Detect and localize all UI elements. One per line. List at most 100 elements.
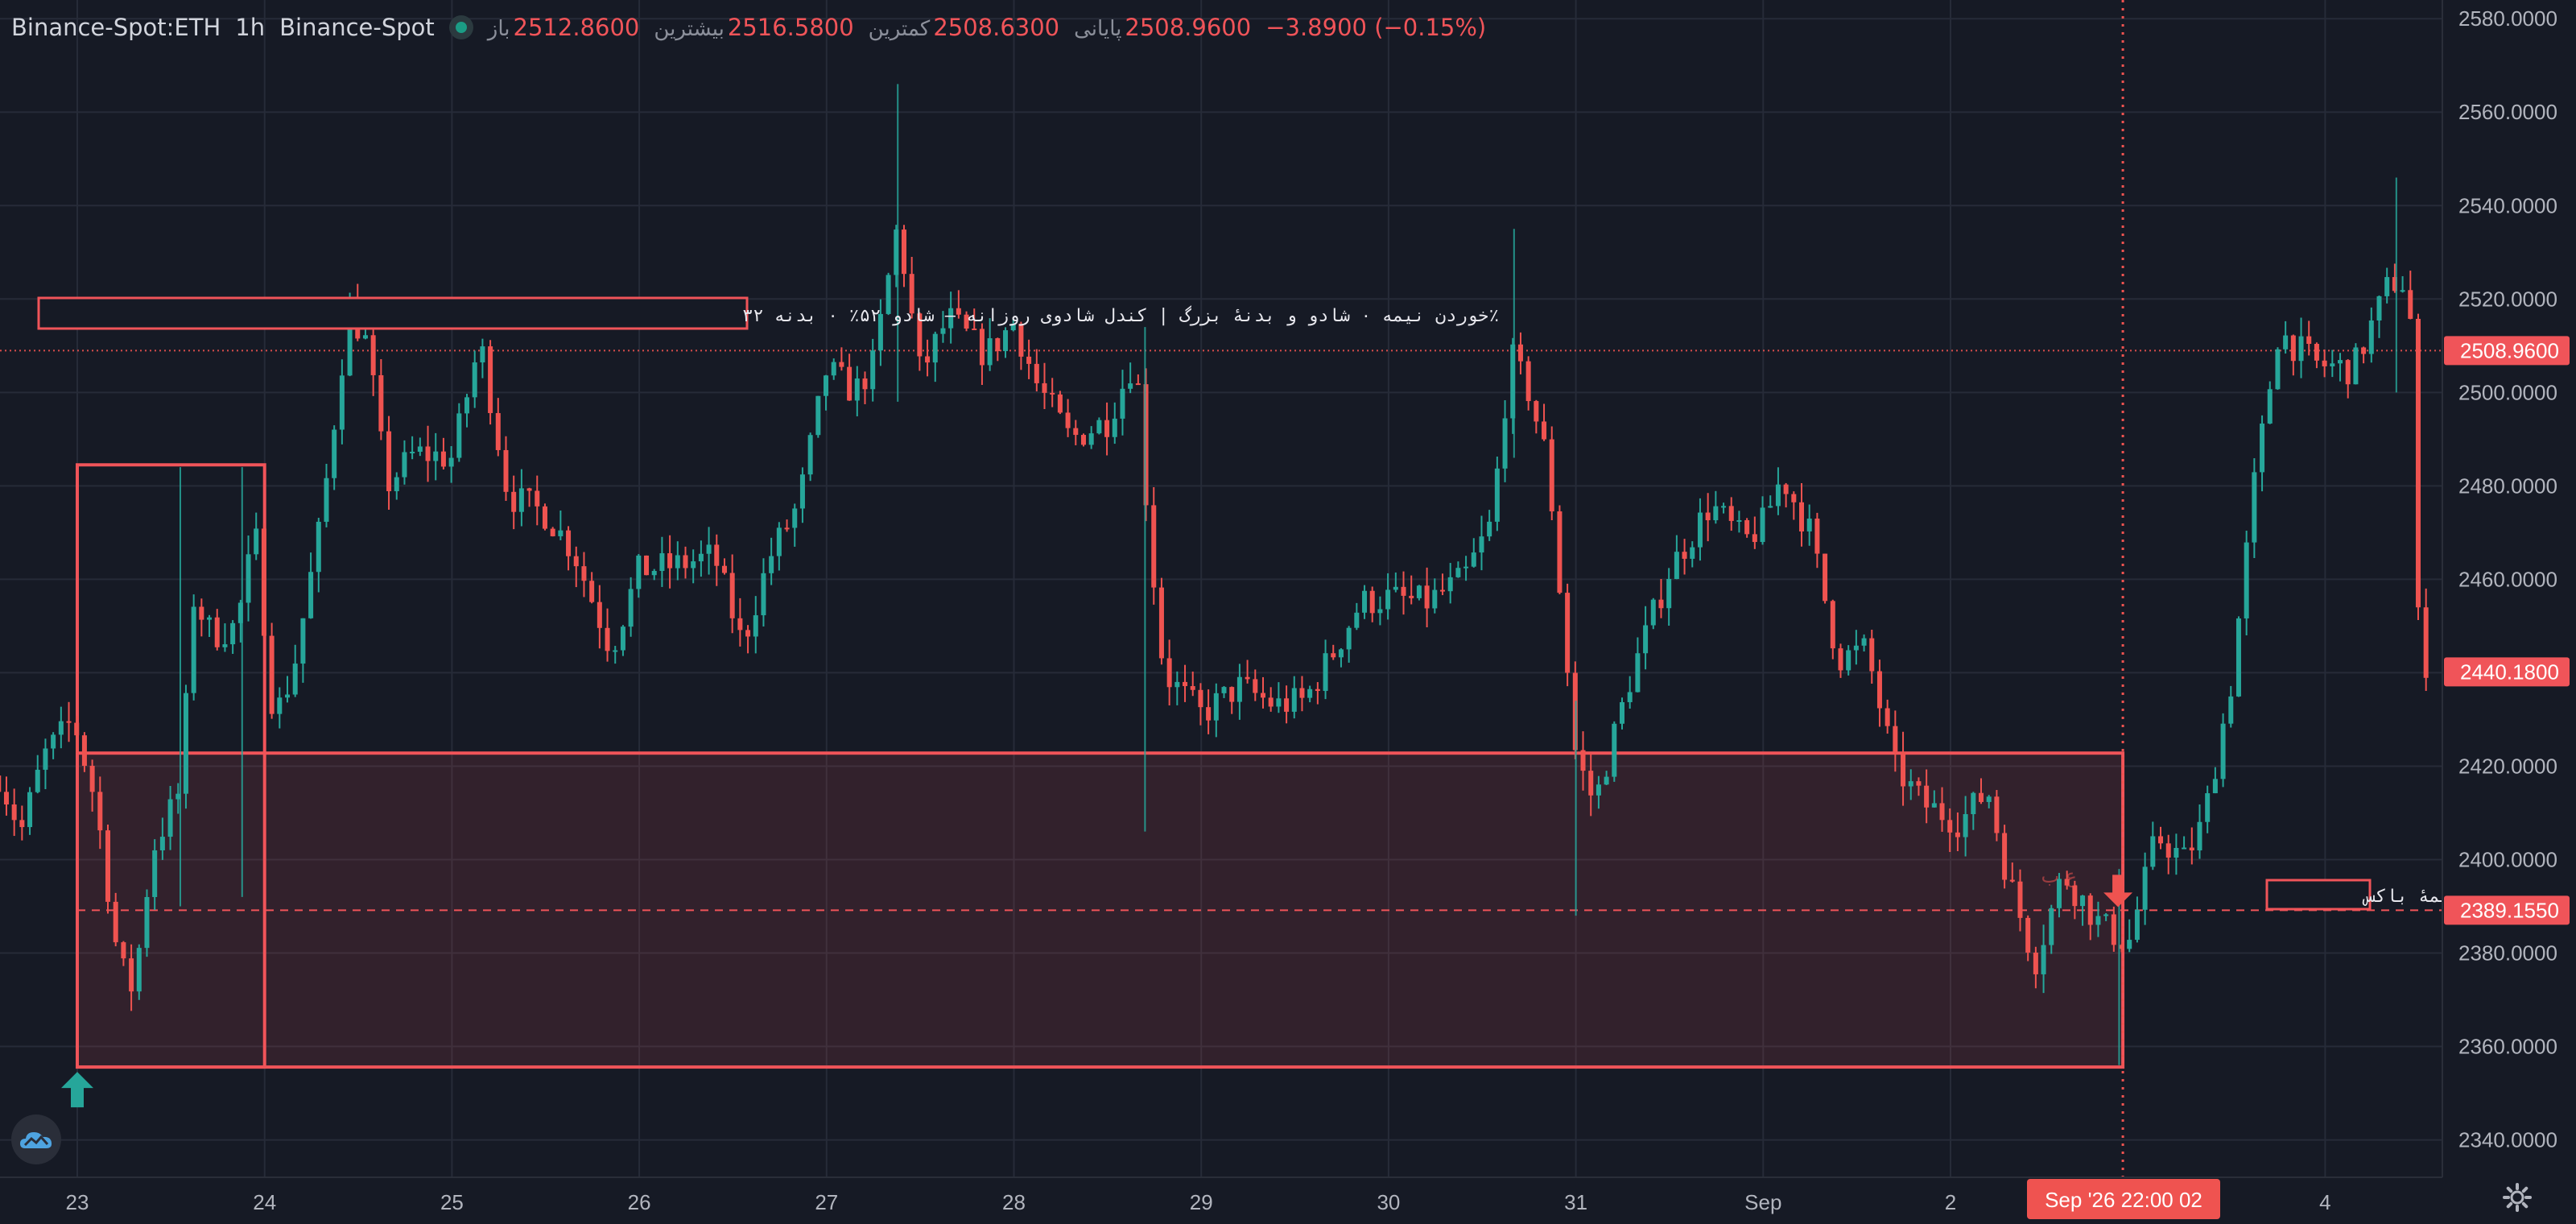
candle-body [2150, 836, 2156, 867]
candle-body [550, 528, 555, 536]
candle-body [2111, 914, 2116, 945]
candle-body [807, 435, 813, 475]
candle-body [175, 793, 181, 800]
candle-body [1791, 494, 1797, 502]
price-badge [2444, 336, 2570, 366]
candle-body [948, 308, 954, 329]
candle-body [2056, 879, 2062, 908]
candle-body [691, 561, 696, 569]
candle-body [1260, 693, 1265, 698]
time-tick-label: 23 [66, 1190, 89, 1214]
price-tick-label: 2360.0000 [2458, 1035, 2557, 1059]
ohlc-low: کمترین 2508.6300 [869, 14, 1059, 41]
candle-body [35, 769, 40, 792]
candle-body [1604, 776, 1609, 785]
candle-body [1650, 599, 1656, 626]
time-tick-label: Sep [1744, 1190, 1781, 1214]
candle-body [1721, 506, 1727, 508]
price-badge-label: 2389.1550 [2460, 898, 2559, 922]
candle-body [410, 451, 415, 453]
symbol-name[interactable]: Binance-Spot:ETH [11, 14, 221, 41]
candle-body [1838, 648, 1843, 671]
candle-body [254, 528, 259, 555]
candle-body [659, 553, 665, 571]
candle-body [2252, 472, 2257, 543]
candle-body [1112, 418, 1117, 437]
candle-body [2080, 895, 2086, 907]
candle-body [1627, 692, 1633, 702]
candle-body [2002, 833, 2008, 880]
candle-body [480, 346, 485, 363]
candle-body [995, 338, 1001, 352]
crosshair-time-box [2027, 1179, 2220, 1219]
candle-body [776, 527, 782, 556]
candle-body [105, 830, 111, 902]
ohlc-close: پایانی 2508.9600 [1074, 14, 1251, 41]
price-badge [2444, 657, 2570, 687]
candle-body [2220, 723, 2226, 779]
price-tick-label: 2560.0000 [2458, 100, 2557, 124]
candle-body [1798, 502, 1805, 531]
candle-body [1901, 751, 1906, 787]
candle-body [2158, 836, 2164, 844]
cloud-logo-icon[interactable] [11, 1114, 61, 1164]
candle-body [979, 329, 985, 366]
candle-body [1885, 708, 1890, 726]
mid-label-box [2265, 879, 2372, 911]
candle-body [1783, 484, 1789, 494]
candle-body [1104, 420, 1110, 437]
market-status-icon[interactable] [448, 15, 473, 39]
candle-body [2072, 885, 2078, 907]
candle-body [987, 338, 993, 366]
candle-body [1143, 384, 1149, 506]
candle-body [1135, 383, 1141, 386]
candle-body [1893, 726, 1898, 752]
candle-body [425, 446, 431, 461]
candle-body [370, 335, 376, 375]
candle-body [2260, 423, 2265, 473]
candle-body [877, 313, 883, 351]
symbol-header: Binance-Spot:ETH 1h Binance-Spot باز 251… [11, 11, 1486, 43]
candle-body [2142, 866, 2148, 910]
candle-body [1166, 658, 1172, 688]
candle-body [1447, 577, 1453, 592]
arrow-up-icon [61, 1072, 93, 1108]
candle-body [714, 544, 720, 566]
candle-body [1026, 356, 1032, 364]
candle-body [1393, 586, 1398, 590]
candle-body [324, 478, 329, 522]
candle-body [721, 565, 727, 573]
candle-body [1775, 484, 1781, 507]
price-tick-label: 2520.0000 [2458, 287, 2557, 311]
candle-body [1549, 439, 1554, 512]
price-axis[interactable] [2442, 0, 2576, 1224]
time-tick-label: 24 [253, 1190, 276, 1214]
candle-body [51, 734, 56, 749]
candle-body [862, 378, 868, 390]
candle-body [3, 792, 9, 804]
candle-body [129, 958, 134, 992]
candle-body [761, 573, 766, 616]
candle-body [1760, 507, 1765, 543]
gear-icon[interactable] [2502, 1182, 2533, 1213]
candle-body [1924, 785, 1930, 808]
candle-body [1080, 435, 1086, 445]
crosshair-time-label: Sep '26 22:00 02 [2027, 1179, 2220, 1219]
time-tick-label: 28 [1002, 1190, 1026, 1214]
interval-label[interactable]: 1h [235, 14, 266, 41]
candle-body [1674, 552, 1679, 579]
candle-body [1291, 688, 1297, 712]
candle-body [581, 566, 587, 581]
candle-body [1424, 585, 1430, 609]
candle-body [675, 555, 680, 569]
candle-body [706, 544, 712, 554]
candle-body [2415, 318, 2421, 608]
candle-body [2228, 696, 2234, 724]
candle-body [769, 556, 774, 573]
candle-body [1939, 803, 1945, 821]
candle-body [1268, 697, 1274, 707]
candle-body [2212, 779, 2218, 794]
candle-body [901, 229, 906, 275]
candle-body [1018, 323, 1024, 357]
